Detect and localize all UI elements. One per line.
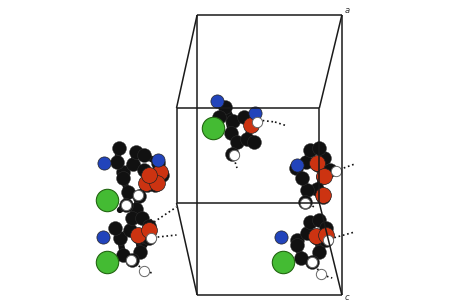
Text: a: a xyxy=(344,6,349,16)
Point xyxy=(319,195,327,199)
Point xyxy=(316,249,323,254)
Point xyxy=(316,145,323,150)
Point xyxy=(314,160,321,165)
Point xyxy=(113,160,120,164)
Point xyxy=(230,152,237,157)
Point xyxy=(293,242,301,247)
Point xyxy=(306,220,313,224)
Point xyxy=(132,149,140,154)
Point xyxy=(152,173,159,178)
Point xyxy=(233,140,241,145)
Point xyxy=(277,235,284,239)
Point xyxy=(152,183,159,188)
Point xyxy=(138,216,146,221)
Point xyxy=(156,170,164,174)
Point xyxy=(322,232,329,237)
Point xyxy=(126,228,133,232)
Point xyxy=(134,192,142,197)
Point xyxy=(119,170,127,174)
Point xyxy=(209,126,216,131)
Point xyxy=(111,226,119,231)
Point xyxy=(140,167,147,172)
Point xyxy=(132,206,140,211)
Point xyxy=(298,256,305,260)
Point xyxy=(135,235,142,239)
Point xyxy=(116,145,123,150)
Point xyxy=(303,160,310,164)
Point xyxy=(145,228,153,232)
Point xyxy=(141,152,148,157)
Point xyxy=(228,152,236,156)
Point xyxy=(103,198,111,203)
Point xyxy=(293,163,301,167)
Point xyxy=(123,203,130,207)
Point xyxy=(298,176,306,181)
Point xyxy=(316,217,323,222)
Point xyxy=(322,226,329,231)
Point xyxy=(319,192,327,197)
Point xyxy=(135,194,142,199)
Point xyxy=(320,174,328,178)
Point xyxy=(155,158,162,163)
Point xyxy=(314,235,321,240)
Point xyxy=(322,238,329,242)
Point xyxy=(155,160,162,165)
Point xyxy=(222,105,229,109)
Point xyxy=(147,235,155,240)
Point xyxy=(215,115,223,120)
Point xyxy=(303,231,311,235)
Point xyxy=(213,99,221,103)
Point xyxy=(292,166,300,170)
Point xyxy=(145,173,153,178)
Point xyxy=(136,249,144,254)
Point xyxy=(318,271,325,276)
Point xyxy=(143,183,151,188)
Point xyxy=(314,163,322,167)
Point xyxy=(303,188,311,192)
Point xyxy=(129,162,137,167)
Text: c: c xyxy=(344,293,349,303)
Point xyxy=(122,203,129,207)
Point xyxy=(240,115,248,120)
Point xyxy=(251,140,258,145)
Point xyxy=(301,199,309,204)
Point xyxy=(154,181,161,185)
Point xyxy=(327,167,334,172)
Point xyxy=(119,176,127,181)
Point xyxy=(228,131,235,135)
Point xyxy=(309,260,316,264)
Point xyxy=(251,110,259,115)
Point xyxy=(142,181,149,185)
Point xyxy=(312,234,320,239)
Point xyxy=(320,156,328,160)
Point xyxy=(145,235,153,240)
Point xyxy=(127,257,135,262)
Point xyxy=(158,173,165,178)
Point xyxy=(306,148,313,152)
Point xyxy=(332,169,340,174)
Point xyxy=(247,123,255,127)
Point xyxy=(243,137,250,142)
Point xyxy=(141,269,148,274)
Point xyxy=(128,216,136,221)
Point xyxy=(293,238,301,242)
Point xyxy=(301,201,309,206)
Point xyxy=(279,260,286,264)
Point xyxy=(119,253,127,257)
Point xyxy=(308,260,315,264)
Point xyxy=(103,260,111,264)
Point xyxy=(116,235,124,240)
Point xyxy=(253,120,261,124)
Point xyxy=(314,187,321,192)
Point xyxy=(99,235,106,239)
Point xyxy=(324,238,331,242)
Point xyxy=(100,160,108,165)
Point xyxy=(128,257,136,262)
Point xyxy=(124,190,131,195)
Point xyxy=(319,174,327,179)
Point xyxy=(134,232,142,237)
Point xyxy=(145,224,153,228)
Point xyxy=(229,119,237,124)
